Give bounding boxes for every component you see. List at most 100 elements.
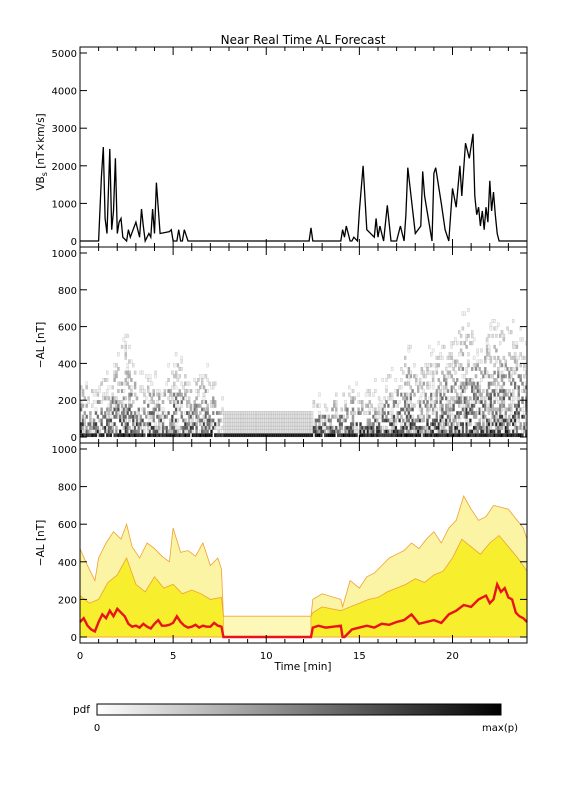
heatmap-cell [143,433,146,438]
heatmap-cell [407,381,411,386]
heatmap-cell [124,355,127,360]
heatmap-cell [515,341,519,346]
heatmap-cell [482,389,485,393]
heatmap-cell [504,363,507,368]
vbs-panel: 0 1000 2000 3000 4000 5000 VBs [nT×km/s] [35,46,528,248]
heatmap-cell [465,337,468,342]
vbs-ytick-label: 0 [71,237,77,248]
heatmap-cell [512,392,515,397]
heatmap-cell [348,385,351,390]
heatmap-cell [174,385,178,390]
heatmap-cell [85,403,88,408]
heatmap-cell [184,392,187,397]
heatmap-cell [115,370,118,375]
heatmap-cell [98,389,101,393]
heatmap-cell [497,370,500,375]
heatmap-cell [454,363,457,368]
heatmap-cell [461,425,465,430]
heatmap-cell [467,352,470,357]
heatmap-cell [426,418,429,423]
heatmap-cell [394,425,398,430]
heatmap-cell [160,414,163,419]
heatmap-cell [126,333,129,338]
heatmap-cell [100,400,103,404]
heatmap-cell [517,414,520,419]
heatmap-cell [124,348,127,353]
heatmap-cell [130,403,133,408]
heatmap-cell [487,333,491,338]
heatmap-cell [351,422,355,427]
heatmap-cell [195,407,198,412]
heatmap-cell [454,370,457,375]
heatmap-cell [161,418,165,423]
heatmap-cell [174,403,178,408]
heatmap-cell [355,433,358,438]
heatmap-cell [96,392,100,397]
heatmap-cell [418,400,422,404]
heatmap-cell [392,403,396,408]
heatmap-cell [430,400,433,404]
heatmap-cell [407,418,411,423]
heatmap-cell [143,425,146,430]
heatmap-cell [331,407,334,412]
heatmap-cell [366,403,370,408]
heatmap-cell [106,378,109,382]
heatmap-cell [396,389,399,393]
heatmap-cell [431,411,435,415]
heatmap-cell [413,392,416,397]
heatmap-cell [409,392,412,397]
heatmap-cell [187,422,191,427]
heatmap-cell [398,400,401,404]
colorbar: pdf 0 max(p) [73,703,518,734]
heatmap-cell [504,359,507,364]
heatmap-cell [342,392,345,397]
heatmap-cell [448,400,452,404]
heatmap-cell [489,355,493,360]
heatmap-cell [420,367,424,371]
heatmap-cell [411,414,414,419]
heatmap-cell [523,355,526,360]
heatmap-cell [111,425,114,430]
heatmap-cell [489,425,493,430]
heatmap-cell [187,400,191,404]
heatmap-cell [400,414,403,419]
heatmap-cell [431,407,435,412]
heatmap-cell [130,359,133,364]
heatmap-cell [513,381,517,386]
heatmap-cell [506,425,509,430]
heatmap-cell [402,418,405,423]
heatmap-cell [407,367,411,371]
heatmap-cell [167,378,170,382]
heatmap-cell [195,381,198,386]
heatmap-cell [148,392,152,397]
heatmap-cell [413,422,416,427]
heatmap-cell [487,411,491,415]
heatmap-cell [512,400,515,404]
heatmap-cell [81,389,85,393]
heatmap-cell [377,403,381,408]
heatmap-cell [335,400,338,404]
vbs-ticks: 0 1000 2000 3000 4000 5000 [52,47,527,248]
heatmap-cell [499,411,502,415]
heatmap-cell [521,407,524,412]
heatmap-cell [310,418,314,423]
heatmap-cell [420,385,424,390]
heatmap-cell [441,355,444,360]
heatmap-cell [411,407,414,412]
heatmap-cell [420,411,424,415]
heatmap-cell [426,411,429,415]
heatmap-cell [467,359,470,364]
heatmap-cell [156,400,159,404]
heatmap-cell [195,422,198,427]
heatmap-cell [426,400,429,404]
heatmap-cell [502,381,506,386]
heatmap-cell [100,418,103,423]
heatmap-cell [471,333,474,338]
heatmap-cell [523,367,526,371]
heatmap-cell [458,403,461,408]
heatmap-cell [163,392,167,397]
heatmap-cell [124,352,127,357]
heatmap-cell [493,400,496,404]
heatmap-cell [133,411,137,415]
heatmap-cell [310,433,314,438]
